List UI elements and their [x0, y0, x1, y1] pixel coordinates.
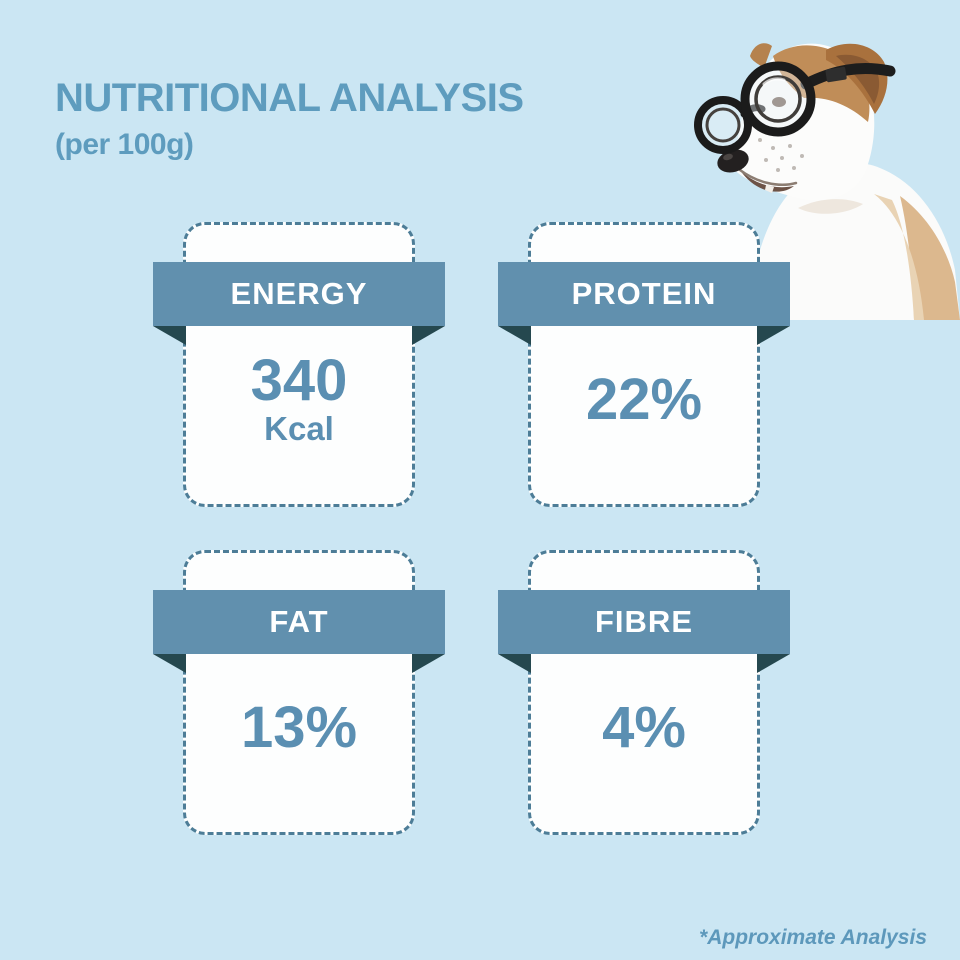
nutrient-card-grid: ENERGY 340 Kcal PROTEIN 22% FAT 13% — [153, 222, 790, 835]
header: NUTRITIONAL ANALYSIS (per 100g) — [55, 76, 524, 162]
fat-ribbon: FAT — [153, 590, 445, 673]
card-body: 4% — [531, 654, 757, 832]
card-label: PROTEIN — [571, 276, 717, 311]
nutrient-card-fat: FAT 13% — [153, 550, 445, 835]
card-value: 340 — [250, 348, 348, 414]
card-label: FIBRE — [595, 604, 693, 639]
protein-ribbon: PROTEIN — [498, 262, 790, 345]
card-body: 22% — [531, 326, 757, 504]
card-value: 4% — [602, 695, 686, 760]
page-subtitle: (per 100g) — [55, 128, 194, 161]
card-label: FAT — [269, 604, 329, 639]
card-value: 13% — [240, 695, 358, 760]
nutrient-card-protein: PROTEIN 22% — [498, 222, 790, 507]
approximate-analysis-note: *Approximate Analysis — [699, 926, 927, 949]
fibre-ribbon: FIBRE — [498, 590, 790, 673]
card-value: 22% — [585, 367, 703, 432]
nutrient-card-energy: ENERGY 340 Kcal — [153, 222, 445, 507]
card-label: ENERGY — [230, 276, 368, 311]
page-title: NUTRITIONAL ANALYSIS — [55, 76, 524, 120]
card-body: 13% — [186, 654, 412, 832]
card-unit: Kcal — [264, 410, 334, 448]
nutrient-card-fibre: FIBRE 4% — [498, 550, 790, 835]
energy-ribbon: ENERGY — [153, 262, 445, 345]
card-body: 340 Kcal — [186, 326, 412, 504]
dog-photo-icon — [694, 43, 960, 320]
